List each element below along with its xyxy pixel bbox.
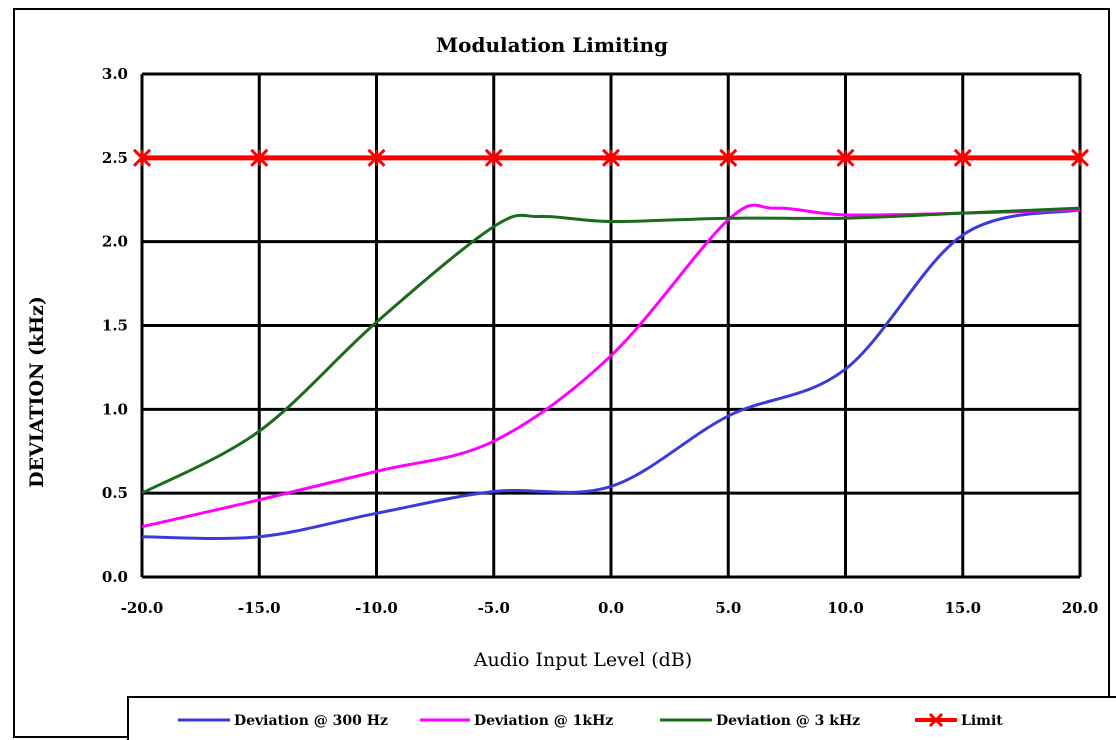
- y-tick-label: 3.0: [102, 65, 128, 83]
- y-tick-label: 0.5: [102, 484, 128, 502]
- y-axis-title: DEVIATION (kHz): [26, 296, 48, 488]
- legend-label: Deviation @ 300 Hz: [234, 713, 388, 729]
- y-tick-label: 1.0: [102, 400, 128, 418]
- x-tick-label: 0.0: [598, 599, 624, 617]
- legend-label: Limit: [961, 713, 1003, 729]
- x-axis-title: Audio Input Level (dB): [473, 649, 692, 671]
- y-tick-label: 2.0: [102, 233, 128, 251]
- y-tick-label: 2.5: [102, 149, 128, 167]
- x-tick-label: 10.0: [827, 599, 864, 617]
- x-tick-labels: -20.0 -15.0 -10.0 -5.0 0.0 5.0 10.0 15.0 20.0: [121, 599, 1099, 617]
- x-tick-label: -20.0: [121, 599, 164, 617]
- chart-title: Modulation Limiting: [436, 33, 668, 57]
- x-tick-label: -5.0: [478, 599, 510, 617]
- legend-label: Deviation @ 3 kHz: [716, 713, 860, 729]
- x-tick-label: 5.0: [715, 599, 741, 617]
- x-tick-label: 15.0: [944, 599, 981, 617]
- x-tick-label: -10.0: [355, 599, 398, 617]
- x-tick-label: 20.0: [1062, 599, 1099, 617]
- y-tick-label: 1.5: [102, 317, 128, 335]
- x-tick-label: -15.0: [238, 599, 281, 617]
- y-tick-labels: 0.0 0.5 1.0 1.5 2.0 2.5 3.0: [102, 65, 128, 586]
- legend-label: Deviation @ 1kHz: [474, 713, 613, 729]
- y-tick-label: 0.0: [102, 568, 128, 586]
